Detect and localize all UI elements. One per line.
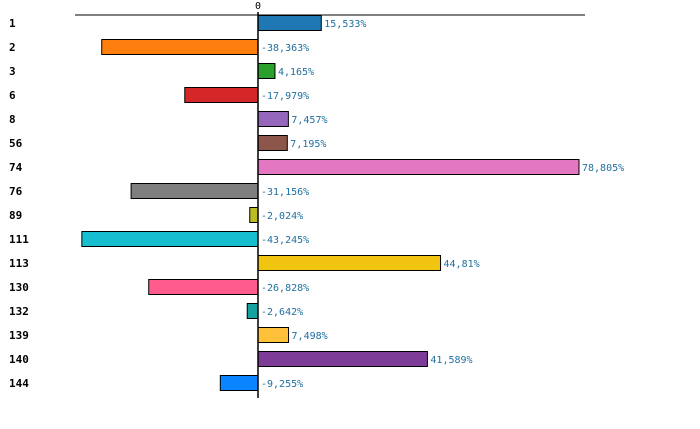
value-label: -26,828% xyxy=(261,283,309,294)
value-label: 7,457% xyxy=(291,115,327,126)
value-label: 41,589% xyxy=(430,355,472,366)
value-label: -38,363% xyxy=(261,43,309,54)
category-label: 6 xyxy=(9,89,16,102)
value-label: 44,81% xyxy=(444,259,480,270)
value-label: -17,979% xyxy=(261,91,309,102)
bar xyxy=(257,255,442,271)
bar xyxy=(249,207,259,223)
bar xyxy=(219,375,259,391)
bar xyxy=(184,87,259,103)
bar xyxy=(101,39,259,55)
category-label: 144 xyxy=(9,377,29,390)
category-label: 140 xyxy=(9,353,29,366)
bar xyxy=(257,135,288,151)
bar xyxy=(257,327,290,343)
category-label: 56 xyxy=(9,137,23,150)
category-label: 76 xyxy=(9,185,23,198)
category-label: 139 xyxy=(9,329,29,342)
value-label: 15,533% xyxy=(324,19,366,30)
value-label: 7,498% xyxy=(292,331,328,342)
bar xyxy=(257,351,428,367)
category-label: 89 xyxy=(9,209,22,222)
value-label: -2,642% xyxy=(261,307,303,318)
value-label: -2,024% xyxy=(261,211,303,222)
bar xyxy=(246,303,259,319)
category-label: 2 xyxy=(9,41,16,54)
bar xyxy=(257,63,276,79)
value-label: -43,245% xyxy=(261,235,309,246)
bar xyxy=(81,231,259,247)
bar xyxy=(148,279,259,295)
value-label: -31,156% xyxy=(261,187,309,198)
value-label: 7,195% xyxy=(290,139,326,150)
category-label: 1 xyxy=(9,17,16,30)
category-label: 113 xyxy=(9,257,29,270)
bar xyxy=(257,15,322,31)
value-label: 78,805% xyxy=(582,163,624,174)
category-label: 130 xyxy=(9,281,29,294)
bar xyxy=(257,159,580,175)
category-label: 74 xyxy=(9,161,23,174)
category-label: 132 xyxy=(9,305,29,318)
bar xyxy=(130,183,259,199)
category-label: 8 xyxy=(9,113,16,126)
value-label: -9,255% xyxy=(261,379,303,390)
bar xyxy=(257,111,289,127)
category-label: 111 xyxy=(9,233,29,246)
zero-tick-label: 0 xyxy=(255,1,261,12)
category-label: 3 xyxy=(9,65,16,78)
bars-group: 1 15,533% 2 -38,363% 3 4,165% 6 -17,979% 8 7,457%… xyxy=(9,15,624,391)
value-label: 4,165% xyxy=(278,67,314,78)
